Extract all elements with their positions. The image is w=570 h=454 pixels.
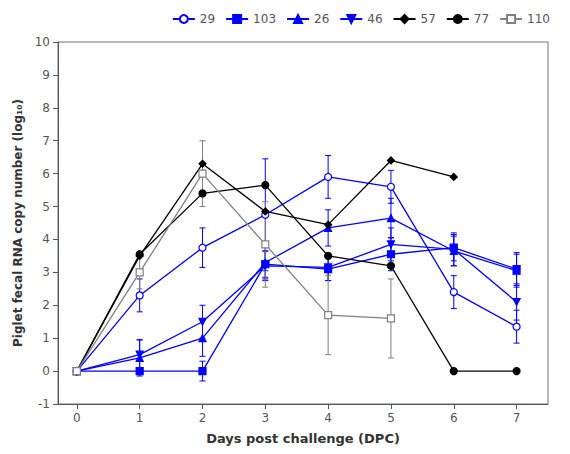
svg-text:2: 2 xyxy=(42,298,50,312)
svg-text:4: 4 xyxy=(42,232,50,246)
svg-text:5: 5 xyxy=(42,200,50,214)
svg-text:0: 0 xyxy=(42,364,50,378)
svg-text:0: 0 xyxy=(73,411,81,425)
svg-text:Days post challenge (DPC): Days post challenge (DPC) xyxy=(206,431,400,446)
svg-text:1: 1 xyxy=(42,331,50,345)
svg-text:8: 8 xyxy=(42,101,50,115)
svg-text:7: 7 xyxy=(513,411,521,425)
svg-text:3: 3 xyxy=(261,411,269,425)
svg-text:6: 6 xyxy=(42,167,50,181)
svg-text:Piglet fecal RNA copy number (: Piglet fecal RNA copy number (log₁₀) xyxy=(11,99,25,347)
svg-text:-1: -1 xyxy=(38,397,50,411)
svg-text:4: 4 xyxy=(324,411,332,425)
svg-text:103: 103 xyxy=(253,12,276,26)
svg-text:10: 10 xyxy=(35,35,50,49)
svg-text:57: 57 xyxy=(421,12,436,26)
svg-text:77: 77 xyxy=(474,12,489,26)
svg-text:110: 110 xyxy=(527,12,550,26)
svg-text:7: 7 xyxy=(42,134,50,148)
svg-text:1: 1 xyxy=(136,411,144,425)
svg-text:3: 3 xyxy=(42,265,50,279)
svg-text:26: 26 xyxy=(314,12,329,26)
svg-text:9: 9 xyxy=(42,68,50,82)
svg-text:46: 46 xyxy=(367,12,382,26)
svg-text:5: 5 xyxy=(387,411,395,425)
svg-text:2: 2 xyxy=(199,411,207,425)
svg-text:29: 29 xyxy=(200,12,215,26)
svg-text:6: 6 xyxy=(450,411,458,425)
